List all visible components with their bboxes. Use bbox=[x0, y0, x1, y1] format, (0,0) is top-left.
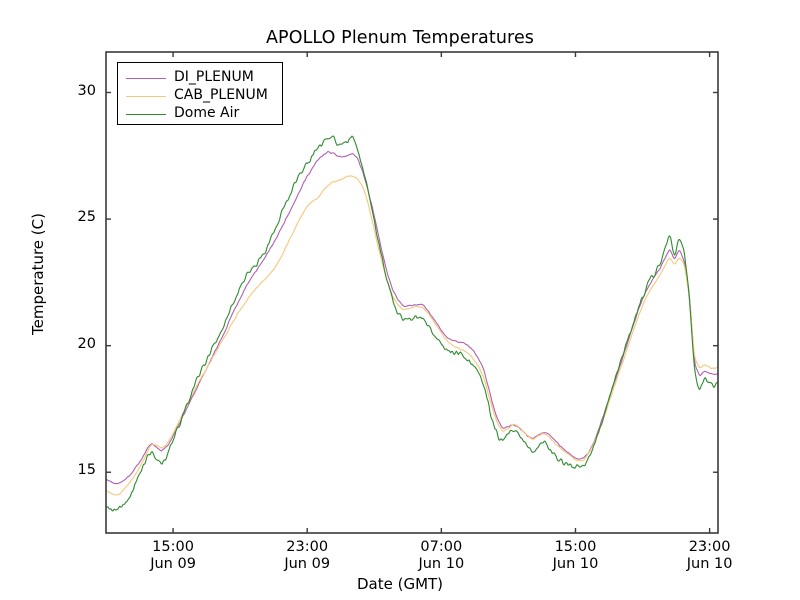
legend-color-swatch bbox=[126, 78, 166, 79]
x-tick-time: 23:00 bbox=[286, 539, 329, 555]
legend: DI_PLENUM CAB_PLENUM Dome Air bbox=[117, 62, 283, 125]
axes-frame bbox=[105, 51, 719, 534]
y-tick-label: 30 bbox=[77, 82, 96, 99]
axes-border bbox=[105, 51, 719, 534]
chart-title: APOLLO Plenum Temperatures bbox=[265, 28, 535, 48]
x-tick-date: Jun 09 bbox=[284, 556, 331, 572]
legend-item: CAB_PLENUM bbox=[118, 86, 284, 107]
series-line-dome-air bbox=[105, 135, 719, 512]
x-tick-label: 23:00 Jun 10 bbox=[650, 539, 770, 573]
legend-label: DI_PLENUM bbox=[174, 69, 254, 85]
x-tick-time: 07:00 bbox=[420, 539, 463, 555]
series-line-cab-plenum bbox=[105, 175, 719, 496]
series-line-di-plenum bbox=[105, 150, 719, 485]
x-tick-label: 15:00 Jun 09 bbox=[113, 539, 233, 573]
x-tick-time: 15:00 bbox=[554, 539, 597, 555]
legend-item: DI_PLENUM bbox=[118, 68, 284, 89]
legend-label: CAB_PLENUM bbox=[174, 87, 268, 103]
legend-label: Dome Air bbox=[174, 105, 240, 121]
x-tick-label: 07:00 Jun 10 bbox=[381, 539, 501, 573]
x-tick-label: 15:00 Jun 10 bbox=[515, 539, 635, 573]
y-tick-label: 15 bbox=[77, 462, 96, 479]
x-axis-label: Date (GMT) bbox=[356, 575, 444, 593]
legend-color-swatch bbox=[126, 96, 166, 97]
x-tick-date: Jun 10 bbox=[418, 556, 465, 572]
x-tick-label: 23:00 Jun 09 bbox=[247, 539, 367, 573]
y-tick-label: 25 bbox=[77, 209, 96, 226]
legend-color-swatch bbox=[126, 114, 166, 115]
x-tick-time: 15:00 bbox=[152, 539, 194, 555]
y-tick-label: 20 bbox=[77, 335, 96, 352]
x-tick-date: Jun 09 bbox=[150, 556, 196, 572]
x-tick-time: 23:00 bbox=[688, 539, 731, 555]
x-tick-date: Jun 10 bbox=[686, 556, 733, 572]
series-lines bbox=[105, 135, 719, 512]
x-tick-date: Jun 10 bbox=[552, 556, 599, 572]
legend-item: Dome Air bbox=[118, 104, 284, 125]
